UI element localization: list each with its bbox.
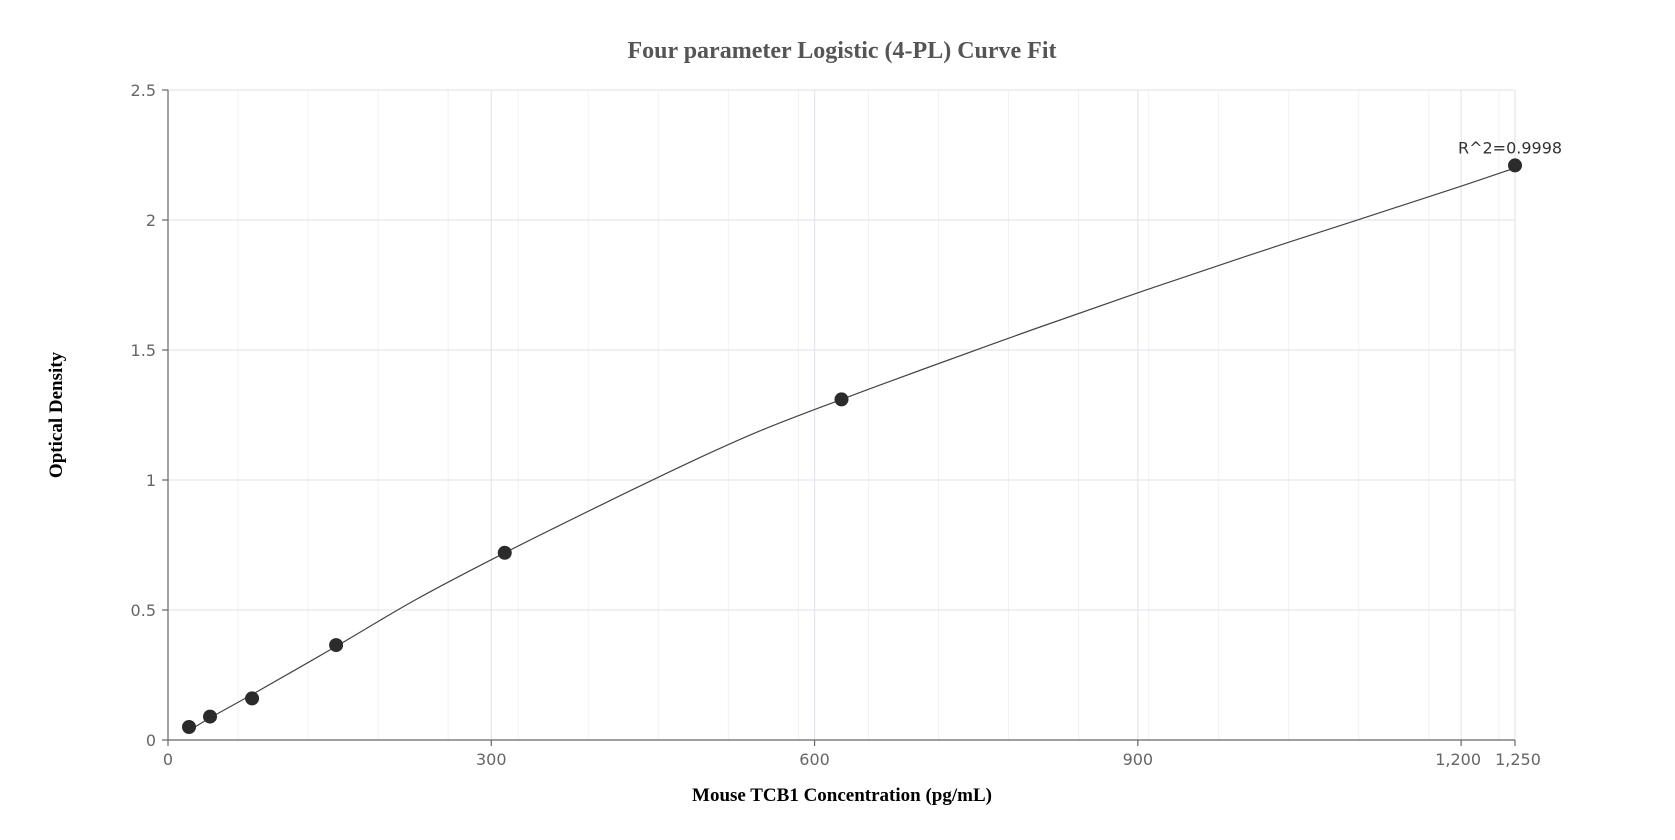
data-point: [245, 691, 260, 706]
r-squared-annotation: R^2=0.9998: [1458, 138, 1562, 157]
data-point: [497, 545, 512, 560]
x-axis-title: Mouse TCB1 Concentration (pg/mL): [692, 785, 992, 806]
data-points: [182, 158, 1522, 734]
y-tick-label: 1.5: [131, 341, 156, 360]
data-point: [834, 392, 849, 407]
x-tick-label: 300: [476, 750, 507, 769]
y-axis-title: Optical Density: [46, 351, 67, 478]
y-tick-label: 2.5: [131, 81, 156, 100]
x-tick-label: 1,250: [1495, 750, 1541, 769]
y-tick-label: 1: [146, 471, 156, 490]
y-tick-label: 0.5: [131, 601, 156, 620]
axes: [167, 90, 1515, 741]
data-point: [1508, 158, 1522, 173]
grid: [168, 89, 1516, 740]
data-point: [329, 638, 344, 653]
fit-curve: [188, 167, 1516, 732]
x-tick-label: 900: [1123, 750, 1154, 769]
chart-title: Four parameter Logistic (4-PL) Curve Fit: [627, 38, 1056, 64]
data-point: [182, 720, 197, 734]
y-tick-label: 0: [146, 731, 156, 750]
x-tick-label: 600: [799, 750, 830, 769]
data-point: [203, 709, 218, 724]
ticks: 0 300 600 900 1,200 1,250 0 0.5 1 1.5 2 2.5: [131, 81, 1541, 769]
fit-curve-group: [188, 167, 1516, 732]
y-tick-label: 2: [146, 211, 156, 230]
x-tick-label: 1,200: [1435, 750, 1481, 769]
x-tick-label: 0: [163, 750, 173, 769]
